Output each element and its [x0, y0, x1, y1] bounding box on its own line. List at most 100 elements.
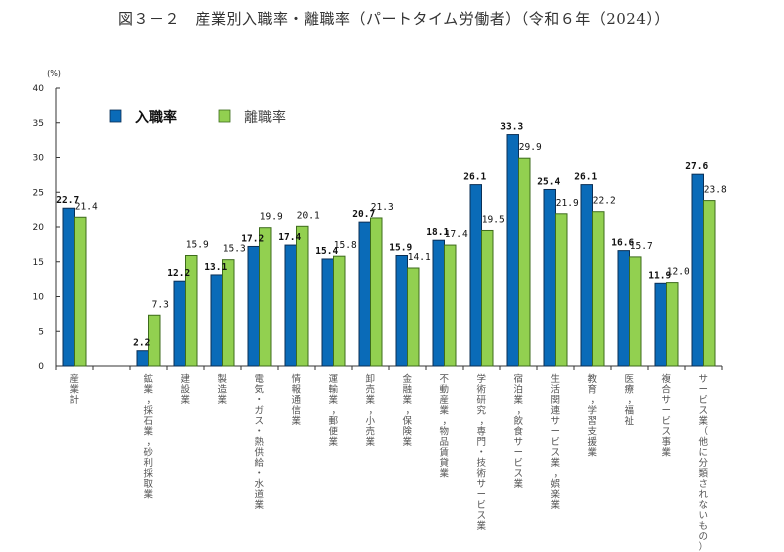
separation-rate-bar	[370, 217, 383, 367]
category-labels: 産業計 鉱業，採石業，砂利採取業 建設業 製造業 電気・ガス・熱供給・水道業 情報通信業 運…	[70, 373, 709, 552]
legend-separation-swatch	[218, 109, 231, 123]
legend: 入職率 離職率	[109, 109, 286, 126]
separation-rate-value-label: 21.9	[556, 198, 579, 209]
separation-rate-value-label: 23.8	[704, 185, 727, 196]
y-tick-label: 5	[38, 327, 44, 337]
separation-rate-bar	[666, 282, 679, 367]
entry-rate-value-label: 17.4	[278, 232, 301, 243]
legend-entry: 入職率	[109, 109, 177, 126]
entry-rate-bar	[358, 221, 371, 367]
category-label: 学術研究，専門・技術サービス業	[477, 373, 490, 532]
category-label: 複合サービス事業	[662, 373, 672, 459]
entry-rate-value-label: 15.4	[315, 246, 338, 257]
category-label: 建設業	[181, 373, 191, 406]
category-label: 不動産業，物品賃貸業	[440, 374, 453, 480]
legend-separation: 離職率	[218, 109, 286, 126]
separation-rate-bar	[444, 244, 457, 367]
x-axis	[55, 365, 723, 370]
separation-rate-value-label: 21.4	[75, 201, 98, 212]
y-tick-label: 35	[33, 119, 44, 129]
y-tick-label: 20	[33, 223, 45, 233]
entry-rate-bar	[469, 184, 482, 367]
y-tick-label: 15	[33, 258, 44, 268]
separation-rate-value-label: 21.3	[371, 202, 394, 213]
separation-rate-bar	[518, 157, 531, 367]
entry-rate-value-label: 25.4	[537, 176, 560, 187]
separation-rate-bar	[481, 229, 494, 367]
legend-separation-label: 離職率	[244, 109, 286, 126]
category-label: 産業計	[70, 373, 80, 406]
separation-rate-bar	[74, 216, 87, 367]
bars	[62, 134, 716, 367]
separation-rate-bar	[407, 267, 420, 367]
entry-rate-bar	[543, 188, 556, 367]
category-label: 金融業，保険業	[403, 373, 416, 448]
entry-rate-value-label: 17.2	[241, 233, 264, 244]
separation-rate-bar	[333, 255, 346, 367]
category-label: サービス業（他に分類されないもの）	[699, 374, 709, 552]
y-tick-label: 40	[33, 84, 45, 94]
y-tick-label: 30	[33, 154, 45, 164]
separation-rate-value-label: 29.9	[519, 142, 542, 153]
chart-title: 図３－２ 産業別入職率・離職率（パートタイム労働者）（令和６年（2024））	[118, 10, 670, 28]
separation-rate-value-label: 15.7	[630, 241, 653, 252]
y-tick-label: 0	[38, 362, 44, 372]
category-label: 卸売業，小売業	[366, 373, 379, 448]
category-label: 製造業	[218, 373, 228, 406]
separation-rate-value-label: 19.9	[260, 212, 283, 223]
y-tick-label: 25	[33, 188, 44, 198]
entry-rate-bar	[210, 274, 223, 367]
separation-rate-value-label: 15.3	[223, 244, 246, 255]
entry-rate-bar	[691, 173, 704, 367]
separation-rate-bar	[703, 200, 716, 367]
entry-rate-value-label: 26.1	[574, 172, 597, 183]
entry-rate-bar	[506, 134, 519, 367]
category-label: 運輸業，郵便業	[329, 374, 342, 448]
separation-rate-bar	[592, 211, 605, 367]
y-axis-unit-label: (%)	[47, 69, 61, 78]
category-label: 教育，学習支援業	[588, 373, 601, 459]
category-label: 生活関連サービス業，娯楽業	[551, 373, 564, 511]
separation-rate-value-label: 14.1	[408, 252, 431, 263]
separation-rate-value-label: 15.8	[334, 240, 357, 251]
separation-rate-bar	[148, 314, 161, 367]
separation-rate-bar	[296, 225, 309, 367]
y-tick-label: 10	[33, 293, 45, 303]
entry-rate-bar	[580, 184, 593, 367]
separation-rate-value-label: 7.3	[152, 299, 169, 310]
separation-rate-bar	[222, 259, 235, 367]
entry-rate-bar	[321, 258, 334, 367]
entry-rate-value-label: 15.9	[389, 242, 412, 253]
entry-rate-value-label: 12.2	[167, 268, 190, 279]
entry-rate-bar	[136, 350, 149, 367]
entry-rate-value-label: 27.6	[685, 161, 708, 172]
entry-rate-bar	[247, 245, 260, 367]
entry-rate-value-label: 22.7	[56, 195, 79, 206]
entry-rate-value-label: 16.6	[611, 238, 634, 249]
separation-rate-bar	[259, 227, 272, 367]
separation-rate-value-label: 19.5	[482, 214, 505, 225]
entry-rate-bar	[432, 239, 445, 367]
entry-rate-value-label: 33.3	[500, 122, 523, 133]
entry-rate-value-label: 2.2	[133, 338, 150, 349]
entry-rate-value-label: 13.1	[204, 262, 227, 273]
category-label: 鉱業，採石業，砂利採取業	[144, 373, 157, 501]
separation-rate-value-label: 17.4	[445, 229, 468, 240]
category-label: 医療，福祉	[625, 374, 638, 427]
y-axis: 0 5 10 15 20 25 30 35 40(%)	[33, 69, 61, 372]
value-labels: 22.7 2.2 12.2 13.1 17.2 17.4 15.4 20.7 15.9 18.1 2…	[56, 122, 727, 349]
separation-rate-value-label: 20.1	[297, 210, 320, 221]
entry-rate-value-label: 18.1	[426, 227, 449, 238]
separation-rate-bar	[555, 213, 568, 367]
separation-rate-value-label: 12.0	[667, 267, 690, 278]
entry-rate-value-label: 26.1	[463, 172, 486, 183]
legend-entry-swatch	[109, 109, 122, 123]
entry-rate-bar	[617, 250, 630, 367]
entry-rate-value-label: 11.9	[648, 270, 671, 281]
legend-entry-label: 入職率	[135, 109, 177, 126]
separation-rate-value-label: 22.2	[593, 196, 616, 207]
category-label: 電気・ガス・熱供給・水道業	[255, 374, 265, 511]
separation-rate-bar	[629, 256, 642, 367]
entry-rate-bar	[395, 254, 408, 367]
